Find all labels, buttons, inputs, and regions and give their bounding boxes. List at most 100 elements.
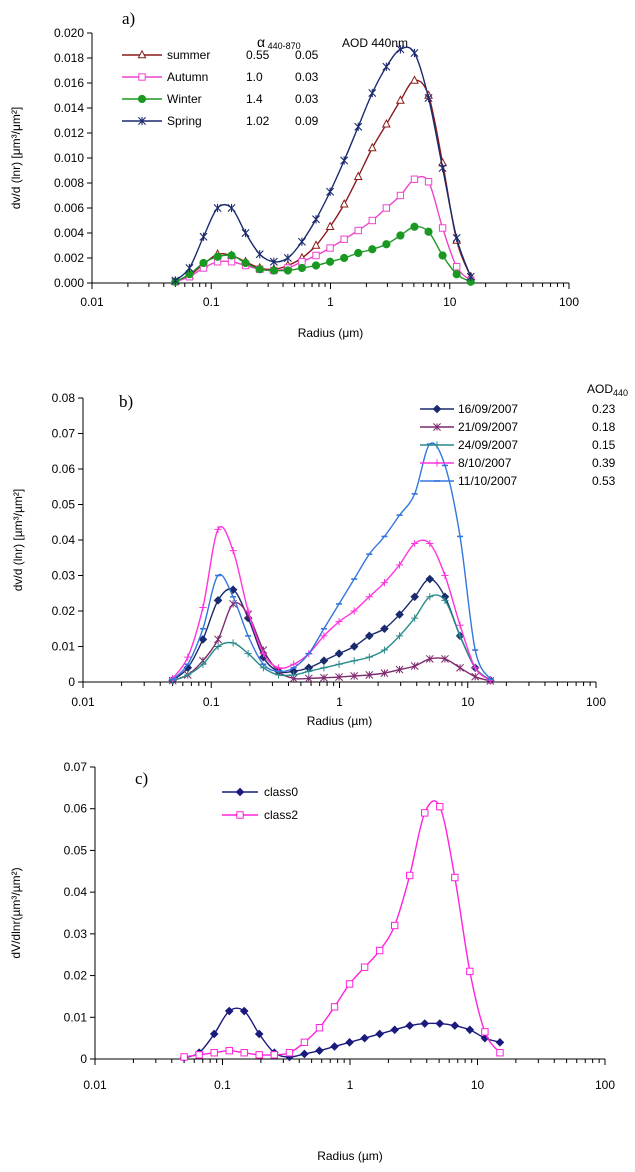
data-point	[410, 75, 419, 84]
data-point	[312, 215, 321, 224]
data-point	[451, 873, 459, 882]
data-point	[365, 593, 373, 601]
data-point	[435, 1019, 445, 1028]
data-point	[297, 237, 306, 246]
data-point	[426, 539, 434, 548]
data-point	[315, 1046, 324, 1055]
data-point	[227, 251, 236, 260]
data-point	[367, 142, 377, 152]
legend-label: 21/09/2007	[458, 420, 518, 434]
data-point	[311, 261, 321, 270]
data-point	[319, 673, 328, 682]
series-2	[171, 222, 475, 286]
data-point	[320, 664, 328, 672]
data-point	[360, 963, 369, 971]
x-tick-label: 10	[471, 1078, 485, 1092]
data-point	[441, 571, 449, 580]
data-point	[396, 191, 405, 200]
data-point	[259, 664, 267, 672]
legend-aod: 0.03	[295, 70, 319, 84]
legend-header-alpha: α 440-870	[257, 34, 301, 51]
data-point	[410, 592, 419, 602]
data-point	[270, 1051, 279, 1059]
x-tick-label: 10	[461, 695, 475, 709]
series-1	[168, 599, 495, 685]
data-point	[325, 257, 335, 266]
data-point	[290, 660, 298, 668]
y-tick-label: 0	[80, 1052, 87, 1066]
data-point	[395, 95, 405, 104]
data-point	[335, 673, 344, 681]
data-point	[345, 980, 354, 988]
data-point	[424, 227, 433, 236]
data-point	[410, 662, 419, 670]
data-point	[325, 221, 335, 231]
data-point	[185, 263, 194, 273]
legend-header-aod: AOD440	[587, 382, 628, 398]
data-point	[339, 198, 349, 208]
x-axis-title: Radius (µm)	[307, 714, 373, 728]
data-point	[214, 642, 222, 651]
y-tick-label: 0.01	[64, 1010, 88, 1024]
y-tick-label: 0.04	[52, 533, 76, 547]
data-point	[381, 118, 391, 128]
series-0	[168, 574, 495, 685]
data-point	[229, 639, 237, 647]
y-tick-label: 0.05	[52, 498, 76, 512]
data-point	[209, 1029, 219, 1039]
data-point	[390, 1025, 399, 1035]
data-point	[395, 665, 404, 674]
data-point	[326, 244, 334, 252]
y-tick-label: 0.018	[54, 51, 84, 65]
x-tick-label: 1	[336, 695, 343, 709]
data-point	[425, 574, 435, 584]
legend-label: 24/09/2007	[458, 438, 518, 452]
data-point	[254, 1029, 264, 1039]
data-point	[396, 45, 405, 54]
data-point	[255, 265, 264, 274]
data-point	[319, 656, 329, 666]
data-point	[169, 674, 177, 683]
data-point	[269, 257, 278, 266]
legend-aod: 0.03	[295, 92, 319, 106]
y-tick-label: 0.05	[64, 843, 88, 857]
data-point	[229, 547, 237, 555]
legend-aod: 0.09	[295, 114, 319, 128]
data-point	[199, 232, 208, 241]
data-point	[300, 1038, 309, 1047]
data-point	[421, 809, 429, 817]
data-point	[438, 224, 447, 232]
series-line	[175, 175, 472, 283]
data-point	[214, 635, 223, 644]
chart-a: 0.000 0.002 0.004 0.006 0.008 0.010 0.012 0.014…	[9, 9, 579, 340]
x-tick-label: 0.01	[71, 695, 95, 709]
legend-swatch-marker	[235, 787, 245, 797]
series-1	[180, 800, 504, 1061]
x-tick-label: 0.01	[83, 1078, 107, 1092]
data-point	[395, 632, 404, 640]
legend: α 440-870 AOD 440nm summer 0.55 0.05 Autumn 1.…	[122, 34, 408, 128]
y-tick-label: 0.07	[52, 427, 76, 441]
data-point	[214, 525, 222, 533]
y-tick-label: 0.012	[54, 126, 84, 140]
legend-label: 11/10/2007	[458, 474, 517, 488]
data-point	[335, 660, 343, 668]
series-3	[171, 45, 475, 285]
data-point	[365, 631, 374, 641]
data-point	[274, 671, 283, 679]
data-point	[471, 664, 479, 672]
data-point	[354, 122, 363, 131]
y-tick-label: 0.03	[52, 569, 76, 583]
series-line	[174, 46, 472, 282]
legend-label: 16/09/2007	[458, 402, 518, 416]
data-point	[340, 156, 349, 165]
data-point	[283, 266, 292, 275]
legend-alpha: 1.0	[246, 70, 263, 84]
x-tick-label: 0.1	[203, 695, 220, 709]
data-point	[285, 1049, 294, 1057]
data-point	[465, 1025, 475, 1035]
y-tick-label: 0.02	[64, 969, 88, 983]
data-point	[213, 252, 222, 261]
data-point	[438, 163, 447, 173]
data-point	[411, 539, 419, 548]
